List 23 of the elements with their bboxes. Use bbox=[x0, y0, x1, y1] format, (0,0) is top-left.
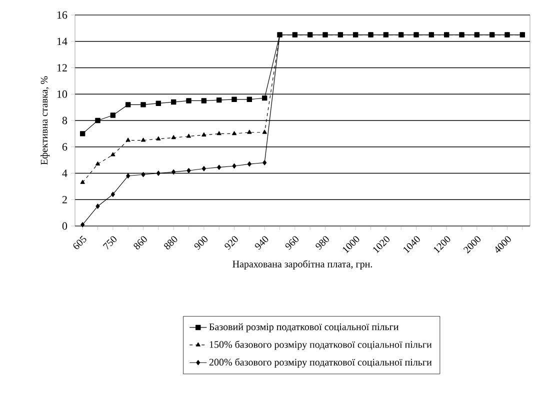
x-tick-label: 860 bbox=[134, 236, 147, 250]
x-axis-title: Нарахована заробітна плата, грн. bbox=[232, 260, 372, 270]
legend-label: 150% базового розміру податкової соціальної пільги bbox=[210, 340, 432, 350]
x-tick-label: 960 bbox=[285, 236, 298, 250]
y-tick-label: 2 bbox=[62, 196, 67, 204]
y-axis-title: Ефективна ставка, % bbox=[40, 76, 50, 165]
y-tick-label: 6 bbox=[62, 143, 68, 151]
x-tick-label: 980 bbox=[316, 236, 329, 250]
y-tick-label: 0 bbox=[62, 222, 68, 230]
y-tick-label: 16 bbox=[57, 11, 68, 19]
legend-label: 200% базового розміру податкової соціальної пільги bbox=[209, 358, 432, 368]
legend-label: Базовий розмір податкової соціальної пільги bbox=[209, 323, 399, 332]
x-tick-label: 940 bbox=[255, 236, 268, 250]
x-tick-label: 880 bbox=[164, 236, 178, 250]
x-tick-label: 605 bbox=[73, 236, 86, 250]
y-tick-label: 12 bbox=[57, 64, 67, 72]
y-tick-label: 8 bbox=[62, 116, 68, 124]
x-tick-label: 900 bbox=[194, 236, 208, 250]
y-tick-label: 10 bbox=[57, 90, 68, 98]
x-tick-label: 920 bbox=[224, 236, 238, 250]
x-tick-label: 750 bbox=[102, 236, 116, 250]
y-tick-label: 4 bbox=[62, 170, 68, 177]
y-tick-label: 14 bbox=[57, 38, 68, 46]
